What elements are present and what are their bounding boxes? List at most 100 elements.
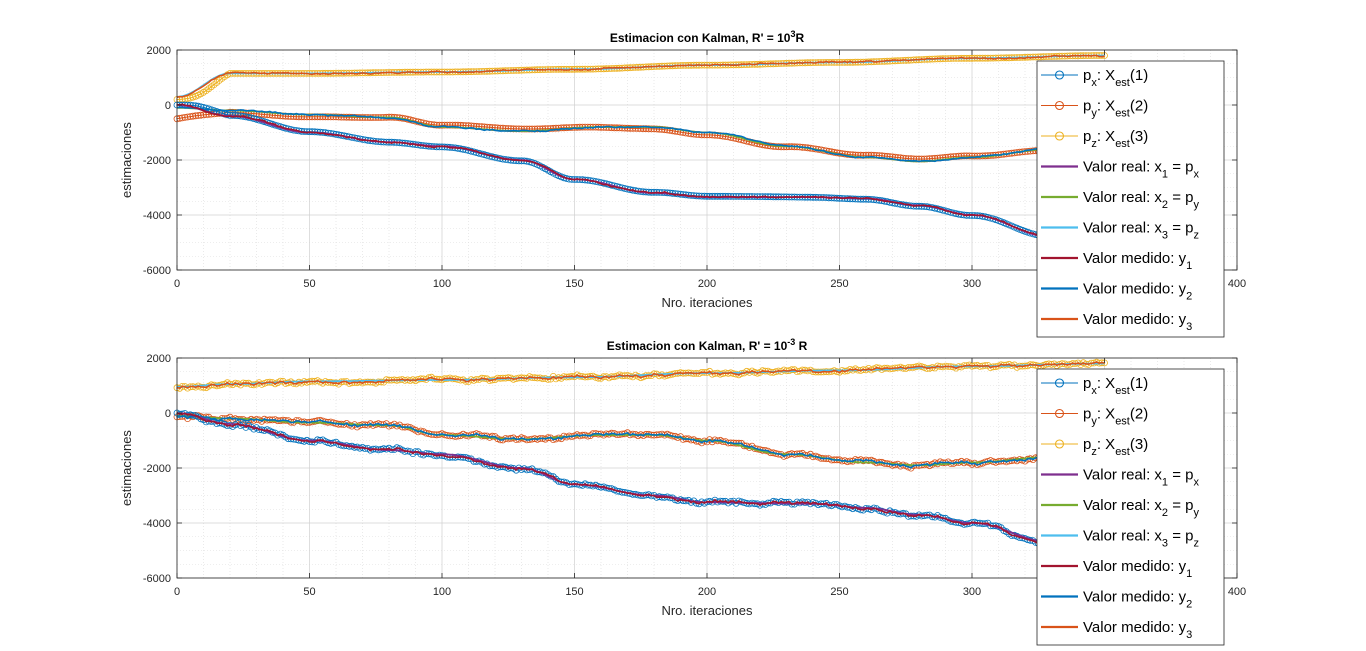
x-tick-label: 250 (830, 586, 848, 598)
measured-line-p_z (176, 54, 1105, 99)
y-tick-label: -4000 (143, 518, 171, 530)
x-tick-label: 200 (698, 586, 716, 598)
legend-label: Valor real: x2 = py (1083, 497, 1199, 519)
legend-box (1036, 60, 1225, 338)
legend-text: : X (1097, 67, 1115, 84)
legend-subscript: 1 (1162, 169, 1168, 181)
y-tick-label: 0 (165, 100, 171, 112)
legend-text: (2) (1130, 406, 1148, 423)
legend-text: = p (1168, 467, 1193, 484)
legend-subscript: z (1193, 230, 1199, 242)
legend-subscript: 3 (1162, 230, 1168, 242)
x-tick-label: 300 (963, 278, 981, 290)
legend-subscript: 2 (1186, 599, 1192, 611)
legend-label: Valor real: x3 = pz (1083, 528, 1199, 550)
legend-item-real2: Valor real: x2 = py (1041, 189, 1199, 211)
estimate-point (799, 498, 806, 506)
legend-item-med1: Valor medido: y1 (1041, 558, 1192, 580)
legend-text: p (1083, 406, 1091, 423)
legend-label: Valor medido: y2 (1083, 589, 1192, 611)
estimate-point (780, 366, 788, 374)
chart-title: Estimacion con Kalman, R' = 103R (610, 29, 805, 45)
legend-item-real1: Valor real: x1 = px (1041, 159, 1199, 181)
legend-text: = p (1168, 528, 1193, 545)
legend-subscript: est (1115, 385, 1130, 397)
legend-text: Valor medido: y (1083, 619, 1187, 636)
x-axis-label: Nro. iteraciones (661, 603, 753, 618)
legend-text: = p (1168, 497, 1193, 514)
legend-label: Valor medido: y3 (1083, 619, 1192, 641)
legend-subscript: 2 (1162, 199, 1168, 211)
legend-text: : X (1097, 98, 1115, 115)
legend-label: px: Xest(1) (1083, 375, 1148, 397)
legend-item-py: py: Xest(2) (1041, 406, 1148, 428)
legend-subscript: 1 (1186, 260, 1192, 272)
legend-text: Valor real: x (1083, 467, 1162, 484)
legend-swatch-marker (1054, 131, 1065, 141)
x-tick-label: 400 (1228, 586, 1246, 598)
legend-text: Valor medido: y (1083, 558, 1187, 575)
legend-text: : X (1097, 436, 1115, 453)
x-tick-label: 0 (174, 278, 180, 290)
estimate-point (859, 457, 867, 465)
legend-subscript: y (1091, 416, 1097, 428)
legend-swatch-marker (1054, 439, 1065, 449)
legend-text: p (1083, 98, 1091, 115)
y-axis-label: estimaciones (119, 430, 134, 506)
legend-item-real3: Valor real: x3 = pz (1041, 220, 1199, 242)
legend-subscript: est (1115, 416, 1130, 428)
subplot-bottom: 050100150200250300350400-6000-4000-20000… (119, 337, 1246, 646)
legend-text: : X (1097, 128, 1115, 145)
legend-item-med2: Valor medido: y2 (1041, 589, 1192, 611)
x-tick-label: 200 (698, 278, 716, 290)
legend-label: Valor real: x3 = pz (1083, 220, 1199, 242)
measured-line-p_y (176, 414, 1105, 469)
legend-label: py: Xest(2) (1083, 406, 1148, 428)
legend-subscript: y (1193, 507, 1199, 519)
legend-text: (3) (1130, 128, 1148, 145)
legend-item-med3: Valor medido: y3 (1041, 311, 1192, 333)
legend-label: Valor real: x1 = px (1083, 159, 1199, 181)
measured-line-p_x (176, 412, 1105, 554)
legend-subscript: est (1115, 446, 1130, 458)
legend-item-real1: Valor real: x1 = px (1041, 467, 1199, 489)
x-axis-label: Nro. iteraciones (661, 295, 753, 310)
x-tick-label: 400 (1228, 278, 1246, 290)
x-tick-label: 150 (565, 278, 583, 290)
legend-subscript: 3 (1186, 321, 1192, 333)
estimate-point (708, 370, 716, 378)
legend-label: Valor medido: y1 (1083, 558, 1192, 580)
estimate-point (1003, 458, 1010, 466)
chart-title: Estimacion con Kalman, R' = 10-3 R (607, 337, 808, 353)
x-tick-label: 100 (433, 278, 451, 290)
y-tick-label: 0 (165, 408, 171, 420)
legend-subscript: 2 (1186, 291, 1192, 303)
legend-text: p (1083, 67, 1091, 84)
y-axis-label: estimaciones (119, 122, 134, 198)
legend-label: py: Xest(2) (1083, 98, 1148, 120)
x-tick-label: 250 (830, 278, 848, 290)
legend-text: Valor medido: y (1083, 250, 1187, 267)
legend-label: Valor medido: y3 (1083, 311, 1192, 333)
legend-subscript: x (1193, 169, 1199, 181)
legend-text: (1) (1130, 67, 1148, 84)
legend-item-pz: pz: Xest(3) (1041, 436, 1148, 458)
legend-item-px: px: Xest(1) (1041, 67, 1148, 89)
legend-text: (2) (1130, 98, 1148, 115)
legend-text: = p (1168, 189, 1193, 206)
legend-subscript: x (1091, 385, 1097, 397)
legend-subscript: est (1115, 77, 1130, 89)
legend-text: Valor real: x (1083, 497, 1162, 514)
legend-label: pz: Xest(3) (1083, 436, 1148, 458)
estimate-line-p_y (176, 111, 1105, 160)
legend-subscript: 3 (1162, 538, 1168, 550)
subplot-top: 050100150200250300350400-6000-4000-20000… (119, 29, 1246, 338)
y-tick-label: -6000 (143, 573, 171, 585)
legend-item-px: px: Xest(1) (1041, 375, 1148, 397)
legend-item-med2: Valor medido: y2 (1041, 281, 1192, 303)
legend-item-py: py: Xest(2) (1041, 98, 1148, 120)
legend-item-real2: Valor real: x2 = py (1041, 497, 1199, 519)
legend-text: Valor real: x (1083, 528, 1162, 545)
legend-text: (3) (1130, 436, 1148, 453)
